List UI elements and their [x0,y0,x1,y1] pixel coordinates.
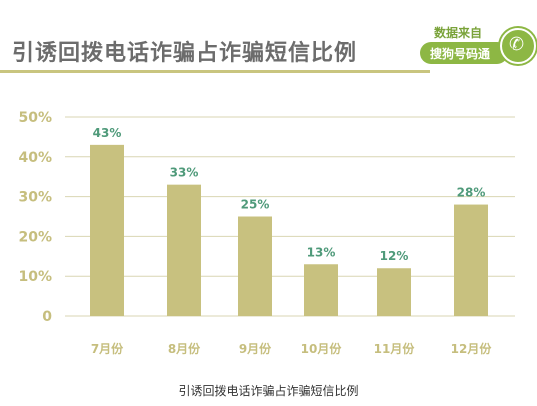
bar [167,184,201,316]
figure-caption: 引诱回拨电话诈骗占诈骗短信比例 [178,384,359,398]
value-label: 28% [457,186,486,200]
y-tick-label: 30% [18,190,52,206]
y-tick-label: 20% [18,229,52,245]
bar-chart: 0 10% 20% 30% 40% 50% 43% 7月份 33% 8月份 25% 9月份 13% 10月… [18,110,515,356]
x-tick-label: 9月份 [239,341,272,356]
x-tick-label: 7月份 [91,341,124,356]
y-tick-label: 40% [18,150,52,166]
y-tick-label: 10% [18,269,52,285]
source-prefix: 数据来自 [434,26,483,40]
y-tick-label: 50% [18,110,52,126]
x-tick-label: 10月份 [301,341,343,356]
bar [304,264,338,316]
source-name: 搜狗号码通 [430,47,491,61]
value-label: 25% [241,198,270,212]
bar [90,144,124,316]
bar [377,268,411,316]
source-pill: 搜狗号码通 [420,42,508,64]
x-tick-label: 11月份 [374,341,416,356]
phone-s-icon: ✆ [500,28,536,64]
title-underline [0,70,430,73]
value-label: 12% [380,249,409,263]
value-label: 13% [307,245,336,259]
x-tick-label: 8月份 [168,341,201,356]
source-badge: 数据来自 搜狗号码通 ✆ [420,20,536,70]
value-label: 33% [170,166,199,180]
x-tick-label: 12月份 [451,341,493,356]
value-label: 43% [93,126,122,140]
y-tick-label: 0 [42,309,52,325]
page-title: 引诱回拨电话诈骗占诈骗短信比例 [12,41,358,66]
bar [238,216,272,316]
bar [454,204,488,316]
